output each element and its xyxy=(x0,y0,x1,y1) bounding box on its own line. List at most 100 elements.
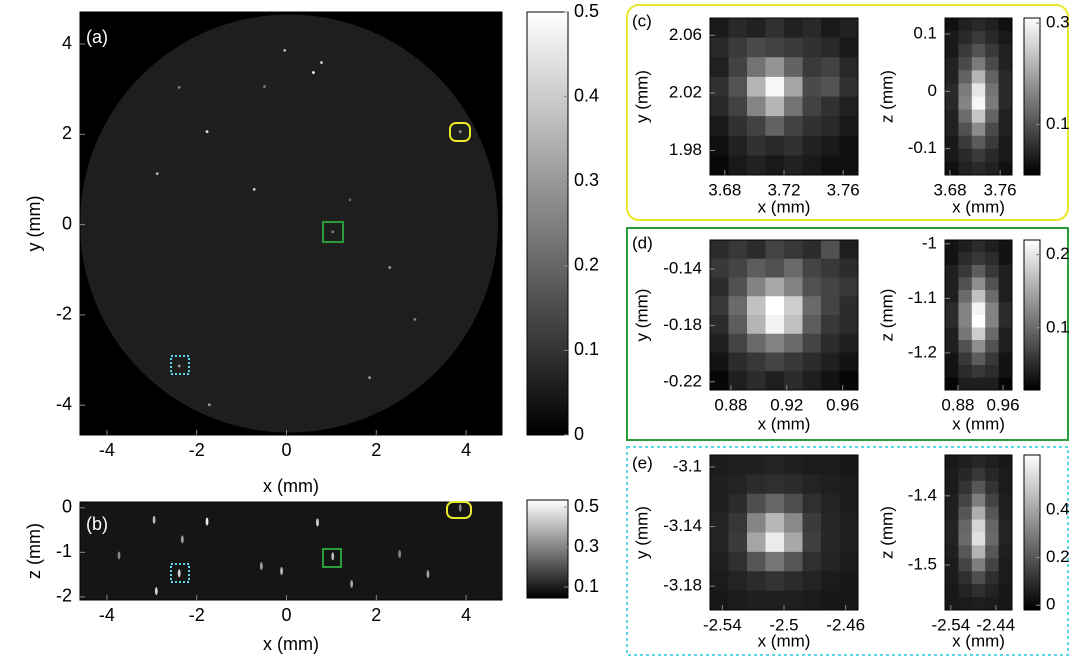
heatmap-cell xyxy=(998,44,1013,58)
heatmap-cell xyxy=(945,96,959,111)
heatmap-cell xyxy=(784,333,803,353)
heatmap-cell xyxy=(784,455,803,475)
heatmap-cell xyxy=(802,474,822,495)
heatmap-cell xyxy=(802,116,822,137)
heatmap-cell xyxy=(985,352,1000,366)
colorbar-tick-label: 0.1 xyxy=(574,339,599,359)
heatmap-cell xyxy=(945,480,959,495)
heatmap-cell xyxy=(839,532,859,553)
heatmap-cell xyxy=(998,265,1013,278)
heatmap-cell xyxy=(958,506,973,521)
y-tick-label: -1.2 xyxy=(908,342,937,361)
heatmap-cell xyxy=(945,571,959,585)
heatmap-cell xyxy=(998,327,1013,341)
heatmap-cell xyxy=(958,327,973,341)
x-tick-label: -2.54 xyxy=(703,615,742,634)
heatmap-cell xyxy=(945,31,959,45)
heatmap-cell xyxy=(747,116,766,137)
heatmap-cell xyxy=(839,590,859,611)
heatmap-cell xyxy=(998,532,1013,546)
y-tick-label: -2 xyxy=(56,304,72,324)
heatmap-cell xyxy=(998,597,1013,611)
heatmap-cell xyxy=(784,18,803,39)
point xyxy=(348,198,352,202)
heatmap-cell xyxy=(710,116,729,137)
heatmap-cell xyxy=(985,252,1000,266)
heatmap-cell xyxy=(821,96,840,117)
heatmap-cell xyxy=(747,333,766,353)
heatmap-cell xyxy=(945,506,959,521)
heatmap-cell xyxy=(945,148,959,163)
heatmap-cell xyxy=(802,493,822,514)
heatmap-cell xyxy=(821,551,840,572)
heatmap-cell xyxy=(998,365,1013,378)
y-tick-label: -3.14 xyxy=(663,516,702,535)
heatmap-cell xyxy=(985,519,1000,533)
heatmap-cell xyxy=(998,18,1013,32)
heatmap-cell xyxy=(728,352,748,372)
heatmap-cell xyxy=(710,551,729,572)
heatmap-cell xyxy=(802,532,822,553)
heatmap-cell xyxy=(747,513,766,533)
marker-yellow xyxy=(446,501,472,519)
heatmap-cell xyxy=(802,277,822,297)
heatmap-cell xyxy=(971,455,986,469)
colorbar xyxy=(1023,239,1041,391)
heatmap-cell xyxy=(971,18,986,32)
colorbar-tick-label: 0.3 xyxy=(574,536,599,556)
heatmap-cell xyxy=(784,57,803,78)
y-tick-label: -1 xyxy=(56,541,72,561)
heatmap-cell xyxy=(945,352,959,366)
heatmap-cell xyxy=(971,57,986,71)
heatmap-cell xyxy=(784,155,803,176)
heatmap-cell xyxy=(998,584,1013,598)
heatmap-cell xyxy=(728,258,748,278)
heatmap-cell xyxy=(784,135,803,156)
heatmap-cell xyxy=(998,148,1013,163)
heatmap-cell xyxy=(985,480,1000,495)
heatmap-cell xyxy=(839,493,859,514)
heatmap-cell xyxy=(765,551,785,572)
heatmap-cell xyxy=(985,597,1000,611)
panel-e-frame xyxy=(626,446,1069,656)
x-axis-label: x (mm) xyxy=(952,414,1005,433)
x-tick-label: 4 xyxy=(461,605,471,625)
heatmap-cell xyxy=(839,315,859,335)
heatmap-cell xyxy=(765,76,785,97)
heatmap-cell xyxy=(821,532,840,553)
heatmap-cell xyxy=(998,506,1013,521)
heatmap-cell xyxy=(839,116,859,137)
colorbar-tick-label: 0.3 xyxy=(1046,13,1070,32)
x-tick-label: -2.54 xyxy=(931,615,970,634)
colorbar-tick-label: 0 xyxy=(1046,595,1055,614)
heatmap-cell xyxy=(945,597,959,611)
heatmap-cell xyxy=(945,493,959,508)
heatmap-cell xyxy=(802,455,822,475)
x-tick-label: 2 xyxy=(371,605,381,625)
heatmap-cell xyxy=(971,290,986,303)
heatmap-cell xyxy=(998,545,1013,559)
heatmap-cell xyxy=(945,265,959,278)
heatmap-cell xyxy=(728,76,748,97)
heatmap-cell xyxy=(728,590,748,611)
y-axis-label: z (mm) xyxy=(877,289,896,342)
heatmap-cell xyxy=(958,455,973,469)
x-axis-label: x (mm) xyxy=(952,631,1005,650)
point xyxy=(152,515,156,524)
heatmap-cell xyxy=(765,352,785,372)
axes-frame xyxy=(709,239,859,391)
heatmap-cell xyxy=(998,290,1013,303)
heatmap-cell xyxy=(765,116,785,137)
heatmap-cell xyxy=(958,122,973,137)
heatmap-cell xyxy=(958,18,973,32)
heatmap-cell xyxy=(971,480,986,495)
heatmap-cell xyxy=(765,532,785,553)
heatmap-cell xyxy=(958,265,973,278)
heatmap-cell xyxy=(821,590,840,611)
heatmap-cell xyxy=(728,371,748,391)
y-tick-label: 4 xyxy=(62,33,72,53)
y-tick-label: -1.4 xyxy=(908,485,937,504)
x-tick-label: -2.46 xyxy=(826,615,865,634)
heatmap-cell xyxy=(998,571,1013,585)
heatmap-cell xyxy=(765,296,785,316)
